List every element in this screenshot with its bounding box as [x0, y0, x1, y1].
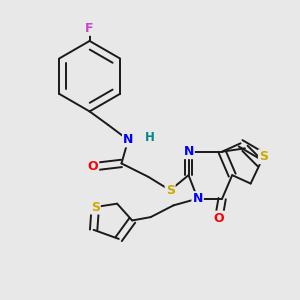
Text: N: N [123, 134, 134, 146]
Text: O: O [214, 212, 224, 225]
Text: O: O [88, 160, 98, 173]
Text: N: N [193, 192, 203, 205]
Text: N: N [183, 145, 194, 158]
Text: H: H [145, 131, 155, 144]
Text: S: S [166, 184, 175, 197]
Text: F: F [85, 22, 94, 35]
Text: S: S [259, 150, 268, 163]
Text: S: S [91, 200, 100, 214]
